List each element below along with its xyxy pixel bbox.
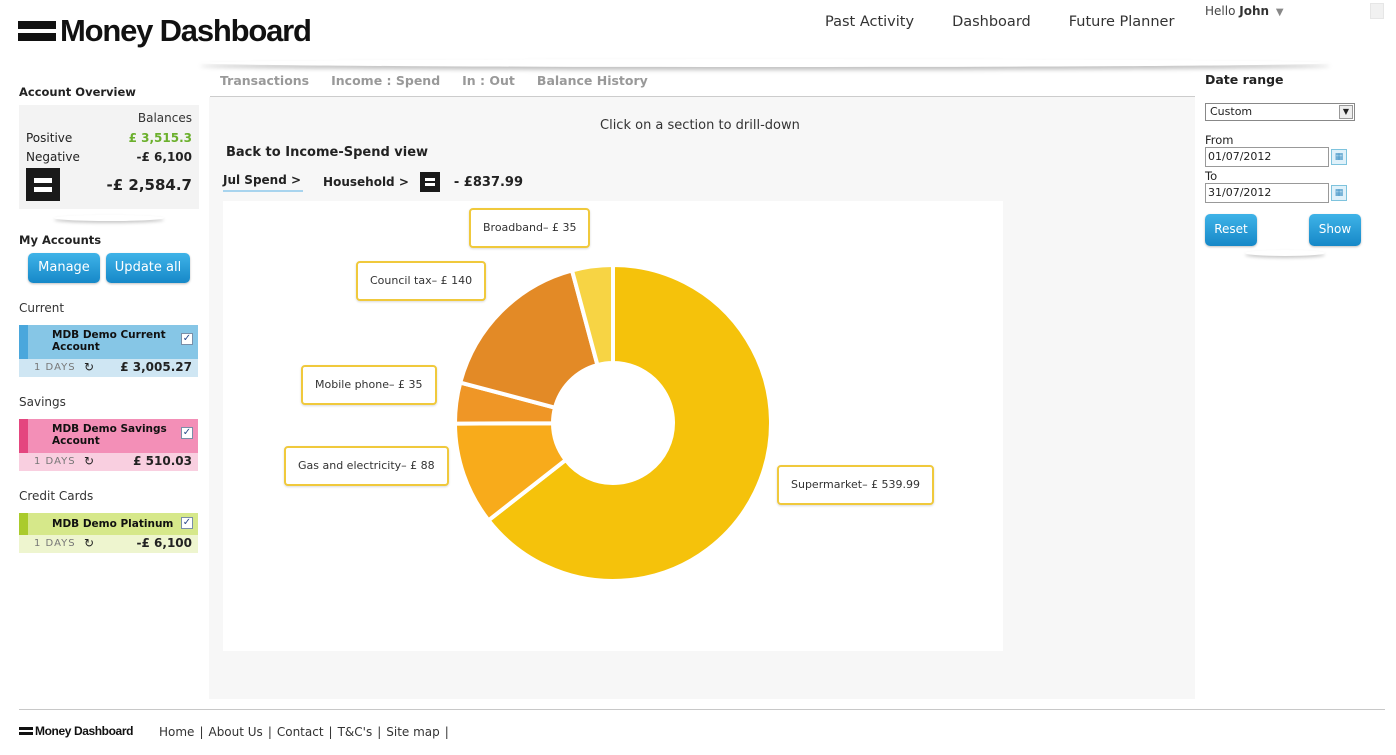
logo-mark-icon xyxy=(18,18,56,44)
footer-links: Home | About Us | Contact | T&C's | Site map… xyxy=(159,725,449,739)
date-range-title: Date range xyxy=(1205,72,1284,87)
refresh-icon[interactable]: ↻ xyxy=(84,360,95,374)
negative-row: Negative -£ 6,100 xyxy=(26,150,192,164)
account-color-bar xyxy=(19,325,28,359)
manage-button[interactable]: Manage xyxy=(28,253,100,283)
update-all-button[interactable]: Update all xyxy=(106,253,190,283)
negative-label: Negative xyxy=(26,150,80,164)
account-name: MDB Demo Savings Account xyxy=(52,423,167,447)
date-range-select[interactable]: Custom ▼ xyxy=(1205,103,1355,121)
back-link[interactable]: Back to Income-Spend view xyxy=(226,145,429,160)
callout-supermarket: Supermarket– £ 539.99 xyxy=(777,465,935,505)
top-nav: Past Activity Dashboard Future Planner xyxy=(825,14,1212,30)
calendar-icon[interactable]: ▦ xyxy=(1331,149,1347,165)
nav-future-planner[interactable]: Future Planner xyxy=(1068,14,1175,30)
section-divider xyxy=(54,215,164,221)
nav-dashboard[interactable]: Dashboard xyxy=(952,14,1031,30)
donut-slice-broadband[interactable] xyxy=(569,262,615,368)
date-range-panel: Date range Custom ▼ From 01/07/2012 ▦ To… xyxy=(1205,72,1365,256)
equals-icon xyxy=(419,172,440,192)
account-balance: £ 510.03 xyxy=(133,454,192,468)
account-card-current[interactable]: MDB Demo Current Account ✓ 1 DAYS ↻ £ 3,… xyxy=(19,325,198,377)
footer-link-terms[interactable]: T&C's xyxy=(337,725,373,739)
group-label-credit-cards: Credit Cards xyxy=(19,489,94,503)
my-accounts-title: My Accounts xyxy=(19,233,102,247)
account-checkbox[interactable]: ✓ xyxy=(181,333,193,345)
tab-balance-history[interactable]: Balance History xyxy=(536,73,648,88)
from-label: From xyxy=(1205,133,1234,147)
show-button[interactable]: Show xyxy=(1309,214,1361,246)
account-name: MDB Demo Current Account xyxy=(52,329,166,353)
crumb-household[interactable]: Household > xyxy=(323,175,409,189)
callout-council-tax: Council tax– £ 140 xyxy=(356,261,487,301)
net-total: -£ 2,584.7 xyxy=(106,176,192,194)
from-date-input[interactable]: 01/07/2012 xyxy=(1205,147,1329,167)
tab-transactions[interactable]: Transactions xyxy=(220,73,310,88)
footer-link-about[interactable]: About Us xyxy=(208,725,263,739)
tab-in-out[interactable]: In : Out xyxy=(462,73,515,88)
scrollbar-thumb[interactable] xyxy=(1370,3,1384,19)
balances-label: Balances xyxy=(137,111,192,125)
footer-divider xyxy=(19,709,1385,710)
callout-mobile-phone: Mobile phone– £ 35 xyxy=(301,365,437,405)
account-balance: -£ 6,100 xyxy=(136,536,192,550)
account-checkbox[interactable]: ✓ xyxy=(181,517,193,529)
footer-link-contact[interactable]: Contact xyxy=(276,725,324,739)
callout-broadband: Broadband– £ 35 xyxy=(469,208,591,248)
logo[interactable]: Money Dashboard xyxy=(18,13,312,49)
donut-slice-supermarket[interactable] xyxy=(485,262,773,583)
account-overview-title: Account Overview xyxy=(19,85,136,99)
crumb-jul-spend[interactable]: Jul Spend > xyxy=(223,173,304,192)
positive-label: Positive xyxy=(26,131,73,145)
refresh-icon[interactable]: ↻ xyxy=(84,536,95,550)
to-date-input[interactable]: 31/07/2012 xyxy=(1205,183,1329,203)
footer-link-home[interactable]: Home xyxy=(159,725,195,739)
logo-text: Money Dashboard xyxy=(60,13,312,48)
greeting-text: Hello xyxy=(1205,4,1236,18)
refresh-age: 1 DAYS xyxy=(34,456,76,467)
group-label-savings: Savings xyxy=(19,395,66,409)
equals-icon xyxy=(26,168,60,201)
account-color-bar xyxy=(19,513,28,535)
crumb-amount: - £837.99 xyxy=(453,174,524,190)
footer-logo[interactable]: Money Dashboard xyxy=(19,724,133,738)
left-sidebar: Account Overview Balances Positive £ 3,5… xyxy=(19,85,199,553)
caret-down-icon: ▼ xyxy=(1275,7,1284,18)
calendar-icon[interactable]: ▦ xyxy=(1331,185,1347,201)
account-color-bar xyxy=(19,419,28,453)
positive-value: £ 3,515.3 xyxy=(128,131,192,145)
chevron-down-icon: ▼ xyxy=(1339,105,1353,119)
group-label-current: Current xyxy=(19,301,65,315)
to-label: To xyxy=(1205,169,1218,183)
footer-logo-text: Money Dashboard xyxy=(35,724,134,738)
callout-gas-electricity: Gas and electricity– £ 88 xyxy=(284,446,449,486)
refresh-age: 1 DAYS xyxy=(34,538,76,549)
refresh-age: 1 DAYS xyxy=(34,362,76,373)
account-card-credit[interactable]: MDB Demo Platinum ✓ 1 DAYS ↻ -£ 6,100 xyxy=(19,513,198,553)
negative-value: -£ 6,100 xyxy=(136,150,192,164)
account-name: MDB Demo Platinum xyxy=(52,518,174,530)
nav-past-activity[interactable]: Past Activity xyxy=(825,14,915,30)
section-divider xyxy=(1245,250,1325,256)
refresh-icon[interactable]: ↻ xyxy=(84,454,95,468)
account-balance: £ 3,005.27 xyxy=(120,360,192,374)
user-menu[interactable]: Hello John ▼ xyxy=(1205,4,1284,18)
account-checkbox[interactable]: ✓ xyxy=(181,427,193,439)
view-tabs: Transactions Income : Spend In : Out Bal… xyxy=(220,73,670,88)
reset-button[interactable]: Reset xyxy=(1205,214,1257,246)
positive-row: Positive £ 3,515.3 xyxy=(26,131,192,145)
breadcrumb: Jul Spend > Household > - £837.99 xyxy=(223,172,523,192)
drilldown-hint: Click on a section to drill-down xyxy=(600,118,800,133)
header-divider xyxy=(200,59,1330,67)
logo-mark-icon xyxy=(19,726,33,736)
footer-link-sitemap[interactable]: Site map xyxy=(386,725,440,739)
account-card-savings[interactable]: MDB Demo Savings Account ✓ 1 DAYS ↻ £ 51… xyxy=(19,419,198,471)
user-name: John xyxy=(1239,4,1270,18)
account-overview-panel: Balances Positive £ 3,515.3 Negative -£ … xyxy=(19,105,199,209)
tab-income-spend[interactable]: Income : Spend xyxy=(331,73,441,88)
date-range-selected: Custom xyxy=(1210,105,1253,118)
tabs-divider xyxy=(210,96,1195,97)
